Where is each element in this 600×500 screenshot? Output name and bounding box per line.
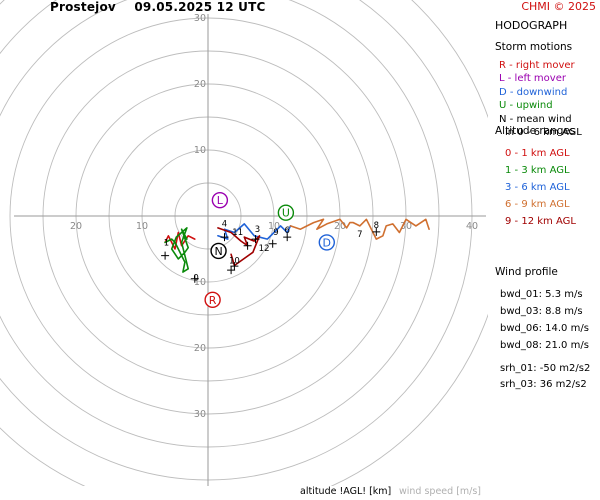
- ring-tick-label: 10: [268, 221, 280, 232]
- altitude-cross: [161, 251, 170, 260]
- altitude-label: 6: [284, 226, 289, 236]
- range-ring: [0, 0, 488, 486]
- altitude-label: 11: [232, 228, 243, 238]
- ring-tick-label: 10: [194, 145, 206, 156]
- ring-tick-label: 30: [400, 221, 412, 232]
- altitude-label: 4: [222, 220, 227, 230]
- storm-marker-label: L: [217, 194, 224, 207]
- panel-title-block: HODOGRAPH: [495, 19, 567, 37]
- altitude-label: 8: [374, 221, 379, 231]
- wind-profile-line: [164, 231, 196, 250]
- range-ring: [0, 0, 473, 481]
- ring-tick-label: 10: [194, 277, 206, 288]
- wind-profile-line: [164, 227, 189, 273]
- wind-profile-block: Wind profile bwd_01: 5.3 m/s bwd_03: 8.8 …: [495, 266, 590, 395]
- storm-motion-item: L - left mover: [499, 73, 566, 84]
- storm-motions-legend: Storm motions R - right mover L - left mo…: [495, 41, 582, 140]
- hodograph-series: [164, 218, 430, 273]
- wind-profile-item: bwd_01: 5.3 m/s: [500, 288, 583, 300]
- storm-motions-title: Storm motions: [495, 41, 573, 53]
- altitude-label: 12: [259, 244, 270, 254]
- altitude-label: 0: [193, 274, 198, 284]
- altitude-range-item: 1 - 3 km AGL: [505, 164, 570, 176]
- altitude-range-item: 3 - 6 km AGL: [505, 181, 570, 193]
- altitude-range-item: 9 - 12 km AGL: [505, 215, 576, 227]
- storm-motion-item: D - downwind: [499, 86, 568, 98]
- altitude-ranges-legend: Altitude ranges 0 - 1 km AGL 1 - 3 km AGL…: [495, 125, 576, 232]
- wind-profile-item: bwd_03: 8.8 m/s: [500, 305, 583, 317]
- storm-motion-item: N - mean wind: [499, 113, 572, 125]
- storm-marker-label: U: [282, 207, 290, 220]
- altitude-cross: [190, 274, 199, 283]
- storm-marker-label: D: [323, 236, 331, 249]
- ring-tick-label: 20: [70, 221, 82, 232]
- storm-marker: [210, 242, 227, 260]
- srh-item: srh_01: -50 m2/s2: [500, 362, 591, 374]
- altitude-cross: [251, 235, 260, 244]
- ring-tick-label: 30: [194, 409, 206, 420]
- storm-marker: [204, 291, 221, 309]
- ring-tick-label: 10: [136, 221, 148, 232]
- chart-header: Prostejov 09.05.2025 12 UTC: [50, 0, 279, 14]
- wind-profile-item: bwd_06: 14.0 m/s: [500, 322, 589, 334]
- storm-motion-item: U - upwind: [499, 100, 553, 111]
- wind-profile-item: bwd_08: 21.0 m/s: [500, 339, 589, 351]
- altitude-label: 3: [255, 225, 260, 235]
- altitude-label: 7: [357, 230, 362, 240]
- windspeed-footer-label: wind speed [m/s]: [399, 486, 482, 497]
- altitude-cross: [230, 262, 239, 271]
- altitude-label: 1: [164, 239, 169, 249]
- station-name: Prostejov: [50, 0, 116, 14]
- hodograph-markers: 1 4 11 3 129 6 10 7 8 0 R L D U N: [161, 191, 381, 309]
- storm-marker-label: R: [209, 294, 217, 307]
- altitude-ranges-title: Altitude ranges: [495, 125, 576, 137]
- storm-motion-item: R - right mover: [499, 59, 575, 71]
- altitude-footer-label: altitude !AGL! [km]: [300, 486, 392, 497]
- wind-profile-title: Wind profile: [495, 266, 558, 278]
- wind-profile-line: [289, 218, 430, 240]
- altitude-label: 10: [229, 257, 240, 267]
- storm-motion-item: in 0 - 6 km AGL: [505, 127, 582, 138]
- altitude-label: 9: [273, 228, 278, 238]
- storm-marker: [318, 234, 335, 251]
- srh-item: srh_03: 36 m2/s2: [500, 379, 587, 390]
- storm-marker: [277, 204, 295, 221]
- altitude-cross: [227, 266, 236, 275]
- wind-profile-line: [217, 223, 292, 240]
- altitude-cross: [243, 241, 252, 250]
- ring-tick-label: 40: [466, 221, 478, 232]
- altitude-cross: [268, 239, 277, 248]
- altitude-range-item: 0 - 1 km AGL: [505, 147, 570, 159]
- altitude-cross: [372, 227, 381, 236]
- ring-tick-label: 20: [194, 343, 206, 354]
- panel-title: HODOGRAPH: [495, 19, 568, 32]
- datetime: 09.05.2025 12 UTC: [134, 0, 266, 14]
- ring-tick-label: 20: [334, 221, 346, 232]
- wind-profile-line: [217, 227, 261, 267]
- ring-tick-label: 30: [194, 13, 206, 24]
- altitude-cross: [283, 233, 292, 242]
- credit-label: CHMI © 2025: [521, 0, 596, 13]
- ring-tick-label: 20: [194, 79, 206, 90]
- storm-marker: [211, 191, 229, 209]
- storm-marker-label: N: [214, 245, 222, 258]
- altitude-range-item: 6 - 9 km AGL: [505, 198, 570, 210]
- altitude-cross: [220, 233, 229, 242]
